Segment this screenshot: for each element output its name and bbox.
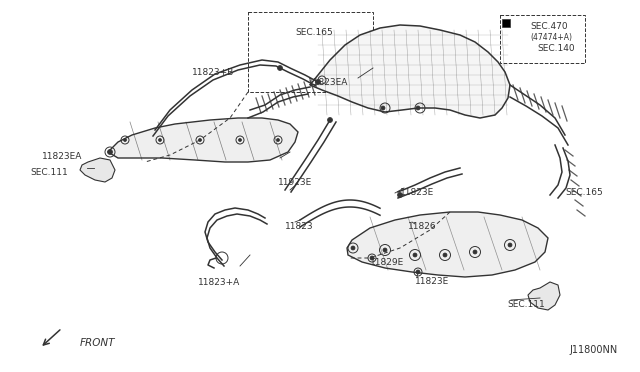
Circle shape (124, 138, 127, 141)
Circle shape (416, 106, 420, 110)
Text: (47474+A): (47474+A) (530, 33, 572, 42)
Text: SEC.165: SEC.165 (295, 28, 333, 37)
Circle shape (278, 65, 282, 71)
Bar (502, 19, 510, 27)
Text: SEC.165: SEC.165 (565, 188, 603, 197)
Polygon shape (528, 282, 560, 310)
Text: SEC.111: SEC.111 (30, 168, 68, 177)
Circle shape (413, 253, 417, 257)
Circle shape (239, 138, 241, 141)
Circle shape (381, 106, 385, 110)
Circle shape (276, 138, 280, 141)
Text: SEC.111: SEC.111 (507, 300, 545, 309)
Text: 11823+A: 11823+A (198, 278, 240, 287)
Text: 11823+B: 11823+B (192, 68, 234, 77)
Circle shape (159, 138, 161, 141)
Circle shape (198, 138, 202, 141)
Text: FRONT: FRONT (80, 338, 115, 348)
Polygon shape (108, 118, 298, 162)
Circle shape (473, 250, 477, 254)
Circle shape (370, 256, 374, 260)
Text: SEC.140: SEC.140 (537, 44, 575, 53)
Text: 11823: 11823 (285, 222, 314, 231)
Circle shape (508, 243, 512, 247)
Text: 11823E: 11823E (400, 188, 435, 197)
Text: 11826: 11826 (408, 222, 436, 231)
Circle shape (418, 222, 422, 226)
Polygon shape (347, 212, 548, 277)
Polygon shape (310, 25, 510, 118)
Circle shape (351, 246, 355, 250)
Circle shape (383, 248, 387, 252)
Circle shape (316, 80, 321, 84)
Bar (248, 12, 373, 92)
Text: J11800NN: J11800NN (570, 345, 618, 355)
Text: SEC.470: SEC.470 (530, 22, 568, 31)
Circle shape (216, 252, 228, 264)
Circle shape (328, 118, 333, 122)
Circle shape (397, 192, 403, 198)
Text: 11823EA: 11823EA (42, 152, 83, 161)
Polygon shape (80, 158, 115, 182)
Bar (500, 15, 585, 63)
Text: 11923E: 11923E (278, 178, 312, 187)
Text: 11823E: 11823E (415, 277, 449, 286)
Circle shape (443, 253, 447, 257)
Circle shape (416, 270, 420, 274)
Text: 11829E: 11829E (370, 258, 404, 267)
Circle shape (108, 150, 113, 154)
Text: 11823EA: 11823EA (308, 78, 348, 87)
